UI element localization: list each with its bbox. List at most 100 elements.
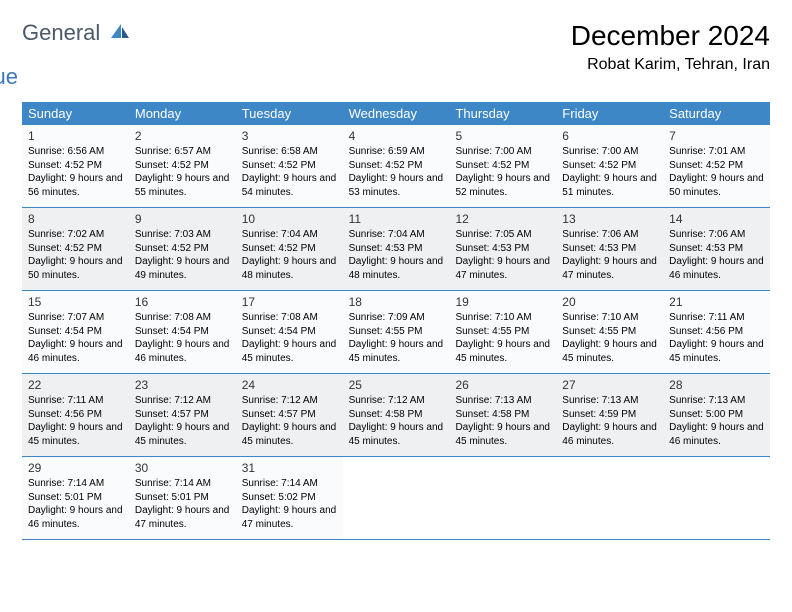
day-number: 16	[135, 295, 230, 309]
day-cell: 20Sunrise: 7:10 AMSunset: 4:55 PMDayligh…	[556, 291, 663, 373]
daylight-line: Daylight: 9 hours and 46 minutes.	[28, 504, 123, 531]
day-number: 18	[349, 295, 444, 309]
sunset-line: Sunset: 4:56 PM	[669, 325, 764, 339]
day-cell: 5Sunrise: 7:00 AMSunset: 4:52 PMDaylight…	[449, 125, 556, 207]
day-cell: 10Sunrise: 7:04 AMSunset: 4:52 PMDayligh…	[236, 208, 343, 290]
sunset-line: Sunset: 4:52 PM	[135, 159, 230, 173]
day-number: 2	[135, 129, 230, 143]
sunset-line: Sunset: 4:58 PM	[455, 408, 550, 422]
sunrise-line: Sunrise: 7:00 AM	[455, 145, 550, 159]
sunset-line: Sunset: 4:54 PM	[242, 325, 337, 339]
week-row: 1Sunrise: 6:56 AMSunset: 4:52 PMDaylight…	[22, 125, 770, 208]
weekday-header-cell: Thursday	[449, 102, 556, 125]
week-row: 8Sunrise: 7:02 AMSunset: 4:52 PMDaylight…	[22, 208, 770, 291]
daylight-line: Daylight: 9 hours and 45 minutes.	[349, 338, 444, 365]
day-number: 8	[28, 212, 123, 226]
sunrise-line: Sunrise: 7:03 AM	[135, 228, 230, 242]
daylight-line: Daylight: 9 hours and 46 minutes.	[135, 338, 230, 365]
day-number: 13	[562, 212, 657, 226]
sunrise-line: Sunrise: 7:04 AM	[242, 228, 337, 242]
weekday-header-cell: Tuesday	[236, 102, 343, 125]
daylight-line: Daylight: 9 hours and 54 minutes.	[242, 172, 337, 199]
week-row: 15Sunrise: 7:07 AMSunset: 4:54 PMDayligh…	[22, 291, 770, 374]
day-cell: 15Sunrise: 7:07 AMSunset: 4:54 PMDayligh…	[22, 291, 129, 373]
day-cell: 11Sunrise: 7:04 AMSunset: 4:53 PMDayligh…	[343, 208, 450, 290]
sunset-line: Sunset: 4:56 PM	[28, 408, 123, 422]
sunrise-line: Sunrise: 7:08 AM	[135, 311, 230, 325]
day-cell: 8Sunrise: 7:02 AMSunset: 4:52 PMDaylight…	[22, 208, 129, 290]
daylight-line: Daylight: 9 hours and 46 minutes.	[669, 255, 764, 282]
day-cell: 12Sunrise: 7:05 AMSunset: 4:53 PMDayligh…	[449, 208, 556, 290]
day-cell: 18Sunrise: 7:09 AMSunset: 4:55 PMDayligh…	[343, 291, 450, 373]
day-number: 26	[455, 378, 550, 392]
sunrise-line: Sunrise: 7:13 AM	[455, 394, 550, 408]
day-number: 3	[242, 129, 337, 143]
daylight-line: Daylight: 9 hours and 47 minutes.	[242, 504, 337, 531]
day-number: 4	[349, 129, 444, 143]
day-number: 30	[135, 461, 230, 475]
day-cell: 9Sunrise: 7:03 AMSunset: 4:52 PMDaylight…	[129, 208, 236, 290]
day-cell: 1Sunrise: 6:56 AMSunset: 4:52 PMDaylight…	[22, 125, 129, 207]
sunset-line: Sunset: 4:53 PM	[455, 242, 550, 256]
daylight-line: Daylight: 9 hours and 45 minutes.	[28, 421, 123, 448]
day-cell: 27Sunrise: 7:13 AMSunset: 4:59 PMDayligh…	[556, 374, 663, 456]
daylight-line: Daylight: 9 hours and 45 minutes.	[455, 421, 550, 448]
sunset-line: Sunset: 4:53 PM	[562, 242, 657, 256]
sunset-line: Sunset: 4:59 PM	[562, 408, 657, 422]
day-number: 29	[28, 461, 123, 475]
sunrise-line: Sunrise: 7:11 AM	[28, 394, 123, 408]
daylight-line: Daylight: 9 hours and 52 minutes.	[455, 172, 550, 199]
daylight-line: Daylight: 9 hours and 45 minutes.	[135, 421, 230, 448]
weekday-header-cell: Saturday	[663, 102, 770, 125]
day-cell	[556, 457, 663, 539]
day-cell: 21Sunrise: 7:11 AMSunset: 4:56 PMDayligh…	[663, 291, 770, 373]
location-title: Robat Karim, Tehran, Iran	[571, 56, 770, 74]
day-cell: 7Sunrise: 7:01 AMSunset: 4:52 PMDaylight…	[663, 125, 770, 207]
day-number: 7	[669, 129, 764, 143]
sunset-line: Sunset: 4:52 PM	[562, 159, 657, 173]
day-number: 24	[242, 378, 337, 392]
sunset-line: Sunset: 4:52 PM	[669, 159, 764, 173]
daylight-line: Daylight: 9 hours and 50 minutes.	[28, 255, 123, 282]
day-number: 14	[669, 212, 764, 226]
sunrise-line: Sunrise: 7:08 AM	[242, 311, 337, 325]
daylight-line: Daylight: 9 hours and 45 minutes.	[349, 421, 444, 448]
sunrise-line: Sunrise: 7:10 AM	[562, 311, 657, 325]
daylight-line: Daylight: 9 hours and 45 minutes.	[669, 338, 764, 365]
daylight-line: Daylight: 9 hours and 47 minutes.	[562, 255, 657, 282]
day-cell: 28Sunrise: 7:13 AMSunset: 5:00 PMDayligh…	[663, 374, 770, 456]
weekday-header-cell: Monday	[129, 102, 236, 125]
day-number: 5	[455, 129, 550, 143]
sunrise-line: Sunrise: 7:06 AM	[669, 228, 764, 242]
day-cell: 3Sunrise: 6:58 AMSunset: 4:52 PMDaylight…	[236, 125, 343, 207]
day-cell: 30Sunrise: 7:14 AMSunset: 5:01 PMDayligh…	[129, 457, 236, 539]
sunset-line: Sunset: 4:54 PM	[28, 325, 123, 339]
sunset-line: Sunset: 4:54 PM	[135, 325, 230, 339]
day-number: 15	[28, 295, 123, 309]
sunset-line: Sunset: 4:52 PM	[28, 242, 123, 256]
day-cell: 29Sunrise: 7:14 AMSunset: 5:01 PMDayligh…	[22, 457, 129, 539]
daylight-line: Daylight: 9 hours and 45 minutes.	[562, 338, 657, 365]
sunrise-line: Sunrise: 6:59 AM	[349, 145, 444, 159]
sunrise-line: Sunrise: 7:11 AM	[669, 311, 764, 325]
daylight-line: Daylight: 9 hours and 46 minutes.	[669, 421, 764, 448]
daylight-line: Daylight: 9 hours and 49 minutes.	[135, 255, 230, 282]
sunrise-line: Sunrise: 6:58 AM	[242, 145, 337, 159]
day-number: 31	[242, 461, 337, 475]
sunset-line: Sunset: 4:57 PM	[242, 408, 337, 422]
daylight-line: Daylight: 9 hours and 47 minutes.	[135, 504, 230, 531]
day-number: 1	[28, 129, 123, 143]
sunrise-line: Sunrise: 7:10 AM	[455, 311, 550, 325]
day-cell: 4Sunrise: 6:59 AMSunset: 4:52 PMDaylight…	[343, 125, 450, 207]
day-cell: 6Sunrise: 7:00 AMSunset: 4:52 PMDaylight…	[556, 125, 663, 207]
weeks-container: 1Sunrise: 6:56 AMSunset: 4:52 PMDaylight…	[22, 125, 770, 540]
sunset-line: Sunset: 5:00 PM	[669, 408, 764, 422]
daylight-line: Daylight: 9 hours and 46 minutes.	[562, 421, 657, 448]
sunrise-line: Sunrise: 7:05 AM	[455, 228, 550, 242]
day-cell: 22Sunrise: 7:11 AMSunset: 4:56 PMDayligh…	[22, 374, 129, 456]
weekday-header-cell: Wednesday	[343, 102, 450, 125]
logo-general-text: General	[22, 20, 100, 45]
sunset-line: Sunset: 4:55 PM	[455, 325, 550, 339]
day-cell: 16 Sunrise: 7:08 AMSunset: 4:54 PMDayligh…	[129, 291, 236, 373]
day-cell: 25Sunrise: 7:12 AMSunset: 4:58 PMDayligh…	[343, 374, 450, 456]
